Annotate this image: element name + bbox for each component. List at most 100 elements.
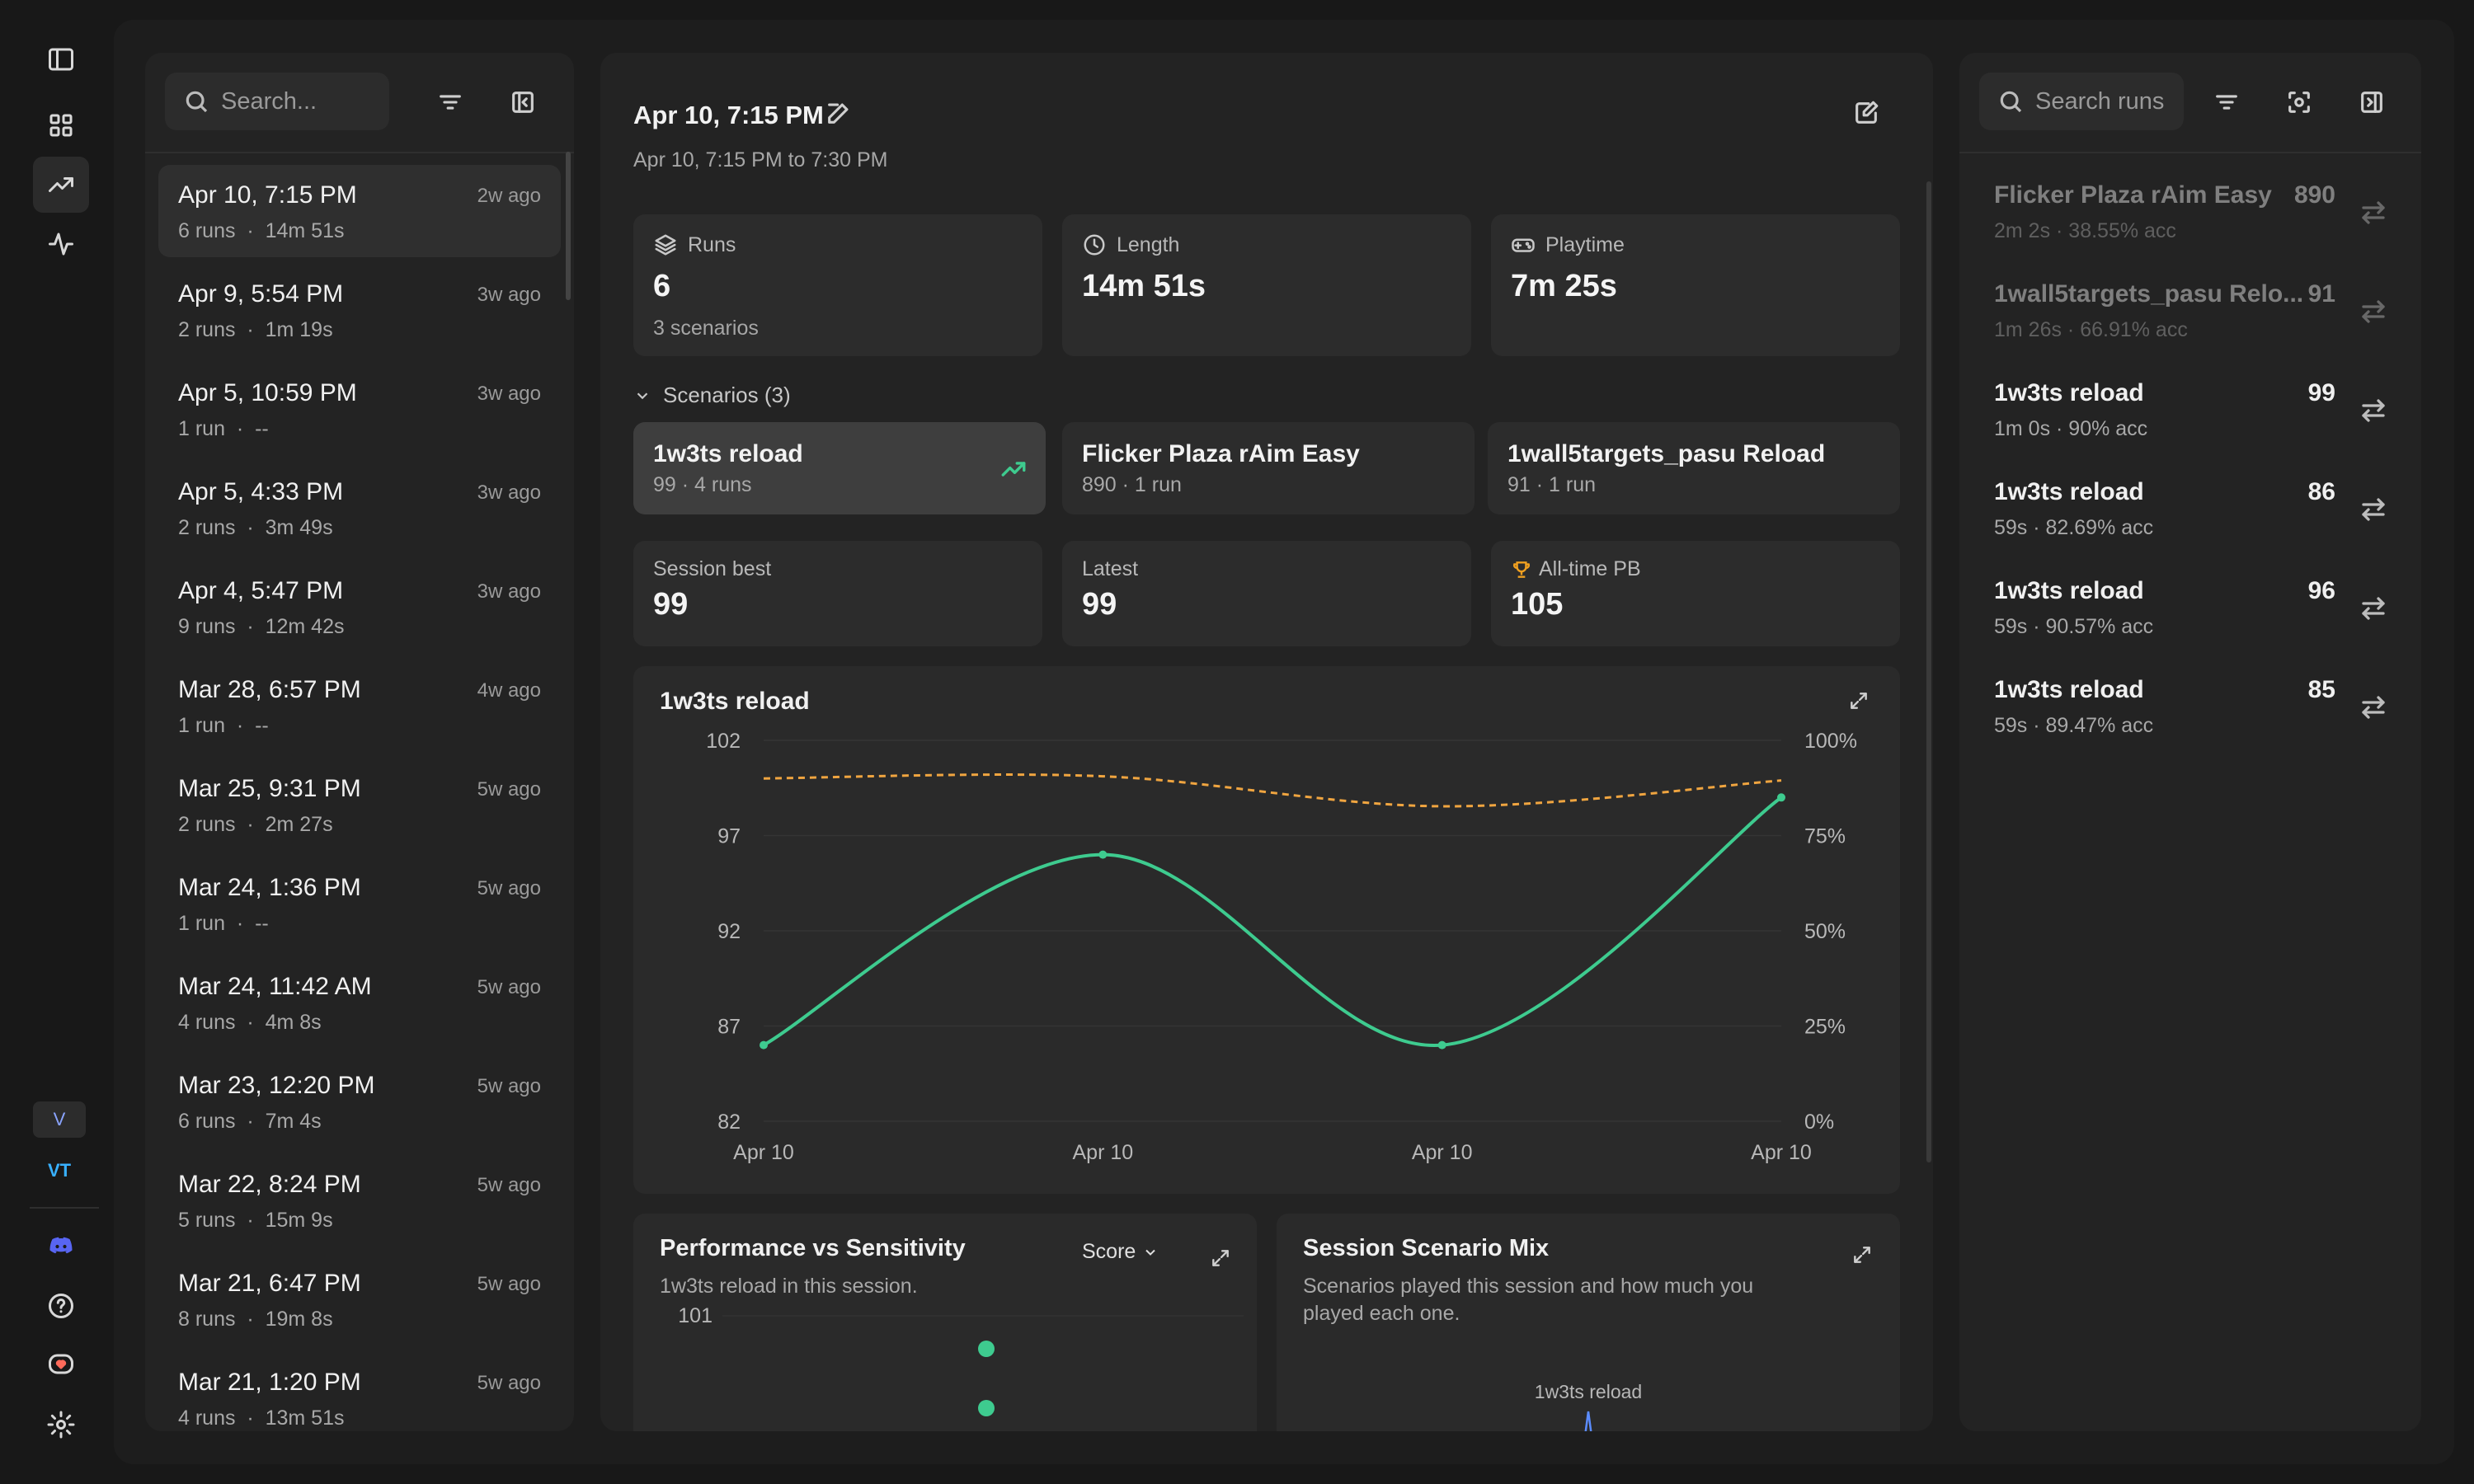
score-line-chart: 102 100% 97 75% 92 50% 87 25% 82 0% Apr 10 Apr 10 Ap… (706, 730, 1857, 1164)
session-item[interactable]: Apr 9, 5:54 PM 2 runs · 1m 19s 3w ago (158, 264, 561, 356)
session-item[interactable]: Apr 5, 10:59 PM 1 run · -- 3w ago (158, 363, 561, 455)
compare-icon[interactable] (2359, 396, 2388, 425)
session-summary: 2 runs · 3m 49s (178, 516, 333, 539)
runs-search-placeholder: Search runs (2035, 87, 2165, 115)
heart-chat-icon[interactable] (33, 1337, 89, 1393)
run-row[interactable]: Flicker Plaza rAim Easy 890 2m 2s · 38.5… (1979, 167, 2401, 259)
run-row[interactable]: 1w3ts reload 86 59s · 82.69% acc (1979, 463, 2401, 556)
session-title: Mar 23, 12:20 PM (178, 1072, 375, 1099)
chart-title: 1w3ts reload (660, 688, 810, 715)
mix-mark (1584, 1411, 1592, 1431)
scenario-name: Flicker Plaza rAim Easy (1082, 440, 1360, 467)
scenario-card[interactable]: Flicker Plaza rAim Easy 890 · 1 run (1062, 422, 1475, 514)
compare-icon[interactable] (2359, 693, 2388, 722)
session-summary: 1 run · -- (178, 417, 269, 440)
session-item[interactable]: Mar 22, 8:24 PM 5 runs · 15m 9s 5w ago (158, 1154, 561, 1247)
filter-icon[interactable] (2202, 77, 2251, 127)
run-row[interactable]: 1w3ts reload 85 59s · 89.47% acc (1979, 661, 2401, 754)
playtime-stat-card: Playtime 7m 25s (1491, 214, 1900, 356)
main-scrollbar[interactable] (1926, 181, 1931, 1162)
run-row[interactable]: 1w3ts reload 96 59s · 90.57% acc (1979, 562, 2401, 655)
notes-icon[interactable] (1852, 99, 1880, 131)
score-chart-card: 1w3ts reload 102 100% 97 75% 92 50% 87 25% 82 0% A… (633, 666, 1900, 1194)
discord-icon[interactable] (33, 1219, 89, 1275)
run-scenario: 1w3ts reload (1994, 577, 2144, 604)
length-stat-card: Length 14m 51s (1062, 214, 1471, 356)
session-item[interactable]: Mar 23, 12:20 PM 6 runs · 7m 4s 5w ago (158, 1055, 561, 1148)
perf-scatter-chart: 101 (678, 1304, 1244, 1416)
sessions-trend-icon[interactable] (33, 157, 89, 213)
metric-dropdown-value: Score (1082, 1240, 1136, 1263)
compare-icon[interactable] (2359, 495, 2388, 524)
edit-title-icon[interactable] (825, 99, 853, 131)
compare-icon[interactable] (2359, 297, 2388, 326)
session-summary: 5 runs · 15m 9s (178, 1209, 333, 1232)
session-summary: 2 runs · 2m 27s (178, 813, 333, 836)
run-row[interactable]: 1wall5targets_pasu Relo... 91 1m 26s · 6… (1979, 265, 2401, 358)
latest-card: Latest 99 (1062, 541, 1471, 646)
runs-value: 6 (653, 269, 671, 303)
chevron-down-icon (637, 392, 648, 399)
collapse-panel-icon[interactable] (498, 77, 548, 127)
help-icon[interactable] (33, 1278, 89, 1334)
run-meta: 59s · 90.57% acc (1994, 615, 2154, 638)
scenario-mix-card: Session Scenario Mix Scenarios played th… (1277, 1214, 1900, 1431)
scenario-card[interactable]: 1wall5targets_pasu Reload 91 · 1 run (1488, 422, 1900, 514)
run-score: 86 (2307, 478, 2335, 505)
compare-icon[interactable] (2359, 594, 2388, 623)
session-item[interactable]: Apr 4, 5:47 PM 9 runs · 12m 42s 3w ago (158, 561, 561, 653)
session-item[interactable]: Apr 10, 7:15 PM 6 runs · 14m 51s 2w ago (158, 165, 561, 257)
session-item[interactable]: Mar 25, 9:31 PM 2 runs · 2m 27s 5w ago (158, 758, 561, 851)
scenarios-section-toggle[interactable]: Scenarios (3) (633, 383, 791, 408)
score-point (760, 1040, 768, 1050)
session-title: Apr 5, 4:33 PM (178, 478, 344, 505)
metric-dropdown[interactable]: Score (1082, 1240, 1159, 1264)
settings-gear-icon[interactable] (33, 1397, 89, 1453)
activity-icon[interactable] (33, 216, 89, 272)
chevron-down-icon (1145, 1249, 1156, 1256)
collapse-runs-panel-icon[interactable] (2347, 77, 2396, 127)
session-item[interactable]: Mar 24, 1:36 PM 1 run · -- 5w ago (158, 857, 561, 950)
playtime-label: Playtime (1545, 232, 1625, 256)
session-time-range: Apr 10, 7:15 PM to 7:30 PM (633, 148, 888, 171)
dashboard-icon[interactable] (33, 97, 89, 153)
session-age: 4w ago (477, 679, 541, 702)
expand-chart-icon[interactable] (1204, 1242, 1237, 1275)
session-item[interactable]: Mar 28, 6:57 PM 1 run · -- 4w ago (158, 660, 561, 752)
score-point (1777, 793, 1785, 802)
length-label: Length (1117, 232, 1180, 256)
session-item[interactable]: Mar 21, 6:47 PM 8 runs · 19m 8s 5w ago (158, 1253, 561, 1345)
trophy-icon (1512, 561, 1531, 578)
profile-badge-vt[interactable]: VT (47, 1160, 72, 1181)
score-point (1098, 850, 1108, 859)
scenario-meta: 91 · 1 run (1507, 473, 1597, 496)
sidebar-toggle-icon[interactable] (33, 31, 89, 87)
run-scenario: 1w3ts reload (1994, 478, 2144, 505)
scenario-meta: 99 · 4 runs (653, 473, 752, 496)
session-title: Mar 28, 6:57 PM (178, 676, 361, 703)
session-item[interactable]: Apr 5, 4:33 PM 2 runs · 3m 49s 3w ago (158, 462, 561, 554)
run-scenario: Flicker Plaza rAim Easy (1994, 181, 2272, 209)
scenario-name: 1w3ts reload (653, 440, 803, 467)
runs-search-input[interactable]: Search runs (1979, 73, 2184, 130)
expand-chart-icon[interactable] (1842, 684, 1875, 717)
session-title: Apr 4, 5:47 PM (178, 577, 344, 604)
filter-icon[interactable] (426, 77, 475, 127)
run-row[interactable]: 1w3ts reload 99 1m 0s · 90% acc (1979, 364, 2401, 457)
compare-icon[interactable] (2359, 198, 2388, 228)
expand-chart-icon[interactable] (1846, 1238, 1879, 1271)
scenario-card[interactable]: 1w3ts reload 99 · 4 runs (633, 422, 1046, 514)
scenario-name: 1wall5targets_pasu Reload (1507, 440, 1826, 467)
session-item[interactable]: Mar 21, 1:20 PM 4 runs · 13m 51s 5w ago (158, 1352, 561, 1431)
focus-capture-icon[interactable] (2274, 77, 2324, 127)
session-search-input[interactable]: Search... (165, 73, 389, 130)
profile-badge-v[interactable]: V (33, 1101, 86, 1138)
nav-rail: V VT (0, 0, 114, 1484)
y-tick-label: 102 (706, 730, 741, 753)
session-list-scrollbar[interactable] (566, 152, 571, 300)
perf-point (978, 1400, 995, 1416)
session-summary: 6 runs · 7m 4s (178, 1110, 322, 1133)
x-tick-label: Apr 10 (1072, 1141, 1133, 1164)
session-item[interactable]: Mar 24, 11:42 AM 4 runs · 4m 8s 5w ago (158, 956, 561, 1049)
x-tick-label: Apr 10 (1751, 1141, 1812, 1164)
